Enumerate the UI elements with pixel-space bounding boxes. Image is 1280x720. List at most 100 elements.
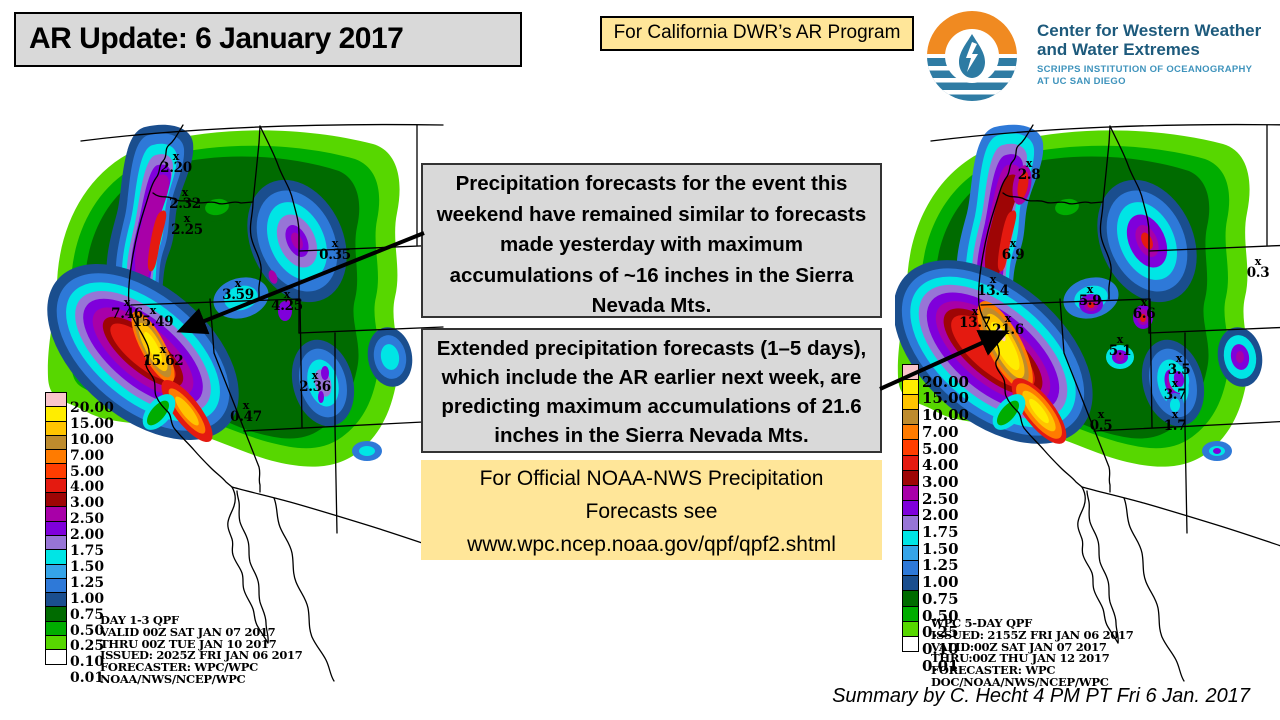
legend-value: 7.00 xyxy=(922,422,959,441)
map-credit-line: VALID:00Z SAT JAN 07 2017 xyxy=(931,639,1107,654)
max-location-marker: x xyxy=(1004,312,1012,325)
qpf-max-label: x 2.20 xyxy=(160,150,192,175)
qpf-max-label: x 3.7 xyxy=(1163,377,1187,403)
legend-value: 4.00 xyxy=(922,456,959,475)
max-value: 6.9 xyxy=(1001,247,1025,263)
max-value: 3.7 xyxy=(1163,387,1187,403)
legend-value: 5.00 xyxy=(922,439,959,458)
qpf-max-label: x 2.8 xyxy=(1017,157,1041,183)
qpf-max-label: x 3.5 xyxy=(1167,352,1191,378)
org-name-line2: and Water Extremes xyxy=(1037,40,1200,59)
max-value: 2.8 xyxy=(1017,167,1041,183)
legend-value: 15.00 xyxy=(70,415,114,432)
max-value: 7.46 xyxy=(111,306,143,322)
noaa-url: www.wpc.ncep.noaa.gov/qpf/qpf2.shtml xyxy=(467,533,836,556)
map-credit-line: THRU 00Z TUE JAN 10 2017 xyxy=(100,636,277,651)
max-value: 0.47 xyxy=(230,409,262,425)
map-credit-line: FORECASTER: WPC/WPC xyxy=(100,660,258,675)
qpf-max-label: x 6.9 xyxy=(1001,237,1025,263)
max-location-marker: x xyxy=(1171,377,1179,390)
legend-value: 0.50 xyxy=(70,622,105,639)
legend-swatch xyxy=(902,635,919,653)
qpf-max-label: x 2.36 xyxy=(299,370,331,395)
max-value: 3.5 xyxy=(1167,362,1191,378)
legend-value: 20.00 xyxy=(70,399,114,416)
max-location-marker: x xyxy=(1086,283,1094,296)
legend-value: 0.50 xyxy=(922,606,959,625)
legend-value: 1.25 xyxy=(922,556,959,575)
legend-value: 15.00 xyxy=(922,389,969,408)
max-location-marker: x xyxy=(1097,408,1105,421)
legend-value: 7.00 xyxy=(70,447,105,464)
max-value: 0.35 xyxy=(319,247,351,263)
max-value: 5.9 xyxy=(1078,293,1102,309)
page-title: AR Update: 6 January 2017 xyxy=(14,12,522,67)
map-credit-line: FORECASTER: WPC xyxy=(931,663,1056,678)
max-location-marker: x xyxy=(1254,255,1262,268)
max-value: 21.6 xyxy=(992,322,1024,338)
legend-value: 3.00 xyxy=(922,472,959,491)
qpf-max-label: x 2.32 xyxy=(169,187,201,212)
official-forecast-line2: Forecasts see xyxy=(585,500,718,523)
map-credit-line: ISSUED: 2155Z FRI JAN 06 2017 xyxy=(931,627,1134,642)
qpf-max-label: x 0.5 xyxy=(1090,408,1113,433)
map-credits: WPC 5-DAY QPF ISSUED: 2155Z FRI JAN 06 20… xyxy=(931,616,1134,689)
qpf-max-label: x 2.25 xyxy=(171,212,203,237)
map-credit-line: ISSUED: 2025Z FRI JAN 06 2017 xyxy=(100,648,303,663)
max-location-marker: x xyxy=(159,343,167,356)
legend-value: 0.25 xyxy=(70,638,105,655)
qpf-max-label: x 4.25 xyxy=(271,289,303,314)
max-value: 2.36 xyxy=(299,379,331,395)
legend-value: 1.50 xyxy=(922,539,959,558)
qpf-max-label: x 0.3 xyxy=(1246,255,1270,281)
max-location-marker: x xyxy=(149,304,157,317)
map-credit-line: DOC/NOAA/NWS/NCEP/WPC xyxy=(931,674,1109,689)
legend-value: 1.50 xyxy=(70,558,105,575)
max-value: 13.7 xyxy=(959,315,991,331)
qpf-max-label: x 1.7 xyxy=(1163,408,1187,434)
legend-value: 0.01 xyxy=(922,656,959,675)
max-location-marker: x xyxy=(172,150,180,163)
org-name-line1: Center for Western Weather xyxy=(1037,21,1262,40)
max-location-marker: x xyxy=(1171,408,1179,421)
max-location-marker: x xyxy=(1140,296,1148,309)
qpf-max-label: x 0.35 xyxy=(319,238,351,263)
legend-value: 1.00 xyxy=(70,590,105,607)
max-value: 0.3 xyxy=(1246,265,1270,281)
max-location-marker: x xyxy=(1009,237,1017,250)
max-location-marker: x xyxy=(1175,352,1183,365)
map-credit-line: THRU:00Z THU JAN 12 2017 xyxy=(931,651,1110,666)
legend-value: 0.75 xyxy=(70,606,105,623)
color-scale-legend: 20.00 15.00 10.00 7.00 5.00 4.00 3.00 2.50 2.00 1… xyxy=(902,364,969,675)
map-credit-line: NOAA/NWS/NCEP/WPC xyxy=(100,671,246,686)
max-location-marker: x xyxy=(971,305,979,318)
qpf-max-label: x 5.1 xyxy=(1109,334,1132,358)
max-value: 2.32 xyxy=(169,196,201,212)
map-credit-line: DAY 1-3 QPF xyxy=(100,613,179,627)
max-value: 4.25 xyxy=(271,298,303,314)
qpf-max-label: x 0.47 xyxy=(230,400,262,425)
legend-value: 0.25 xyxy=(922,623,959,642)
max-location-marker: x xyxy=(1025,157,1033,170)
max-location-marker: x xyxy=(183,212,191,225)
org-affiliation-line2: AT UC SAN DIEGO xyxy=(1037,76,1126,87)
legend-value: 2.50 xyxy=(70,511,105,528)
summary-credit: Summary by C. Hecht 4 PM PT Fri 6 Jan. 2… xyxy=(832,685,1250,707)
official-forecast-note: For Official NOAA-NWS Precipitation Fore… xyxy=(421,460,882,560)
legend-value: 10.00 xyxy=(70,431,114,448)
qpf-map-5-day: 20.00 15.00 10.00 7.00 5.00 4.00 3.00 2.50 2.00 1… xyxy=(895,115,1280,697)
callout-weekend-forecast: Precipitation forecasts for the event th… xyxy=(421,163,882,318)
max-value: 1.7 xyxy=(1163,418,1187,434)
qpf-max-label: x 6.6 xyxy=(1133,296,1156,321)
map-credit-line: WPC 5-DAY QPF xyxy=(931,616,1032,630)
qpf-max-label: x 13.4 xyxy=(977,274,1009,298)
legend-value: 4.00 xyxy=(70,479,105,496)
org-affiliation-line1: SCRIPPS INSTITUTION OF OCEANOGRAPHY xyxy=(1037,64,1253,75)
cw3e-logo xyxy=(925,8,1019,109)
legend-value: 2.50 xyxy=(922,489,959,508)
official-forecast-line1: For Official NOAA-NWS Precipitation xyxy=(479,467,824,490)
legend-value: 1.25 xyxy=(70,574,105,591)
legend-value: 0.10 xyxy=(70,654,105,671)
org-name: Center for Western Weather and Water Ext… xyxy=(1037,21,1261,88)
